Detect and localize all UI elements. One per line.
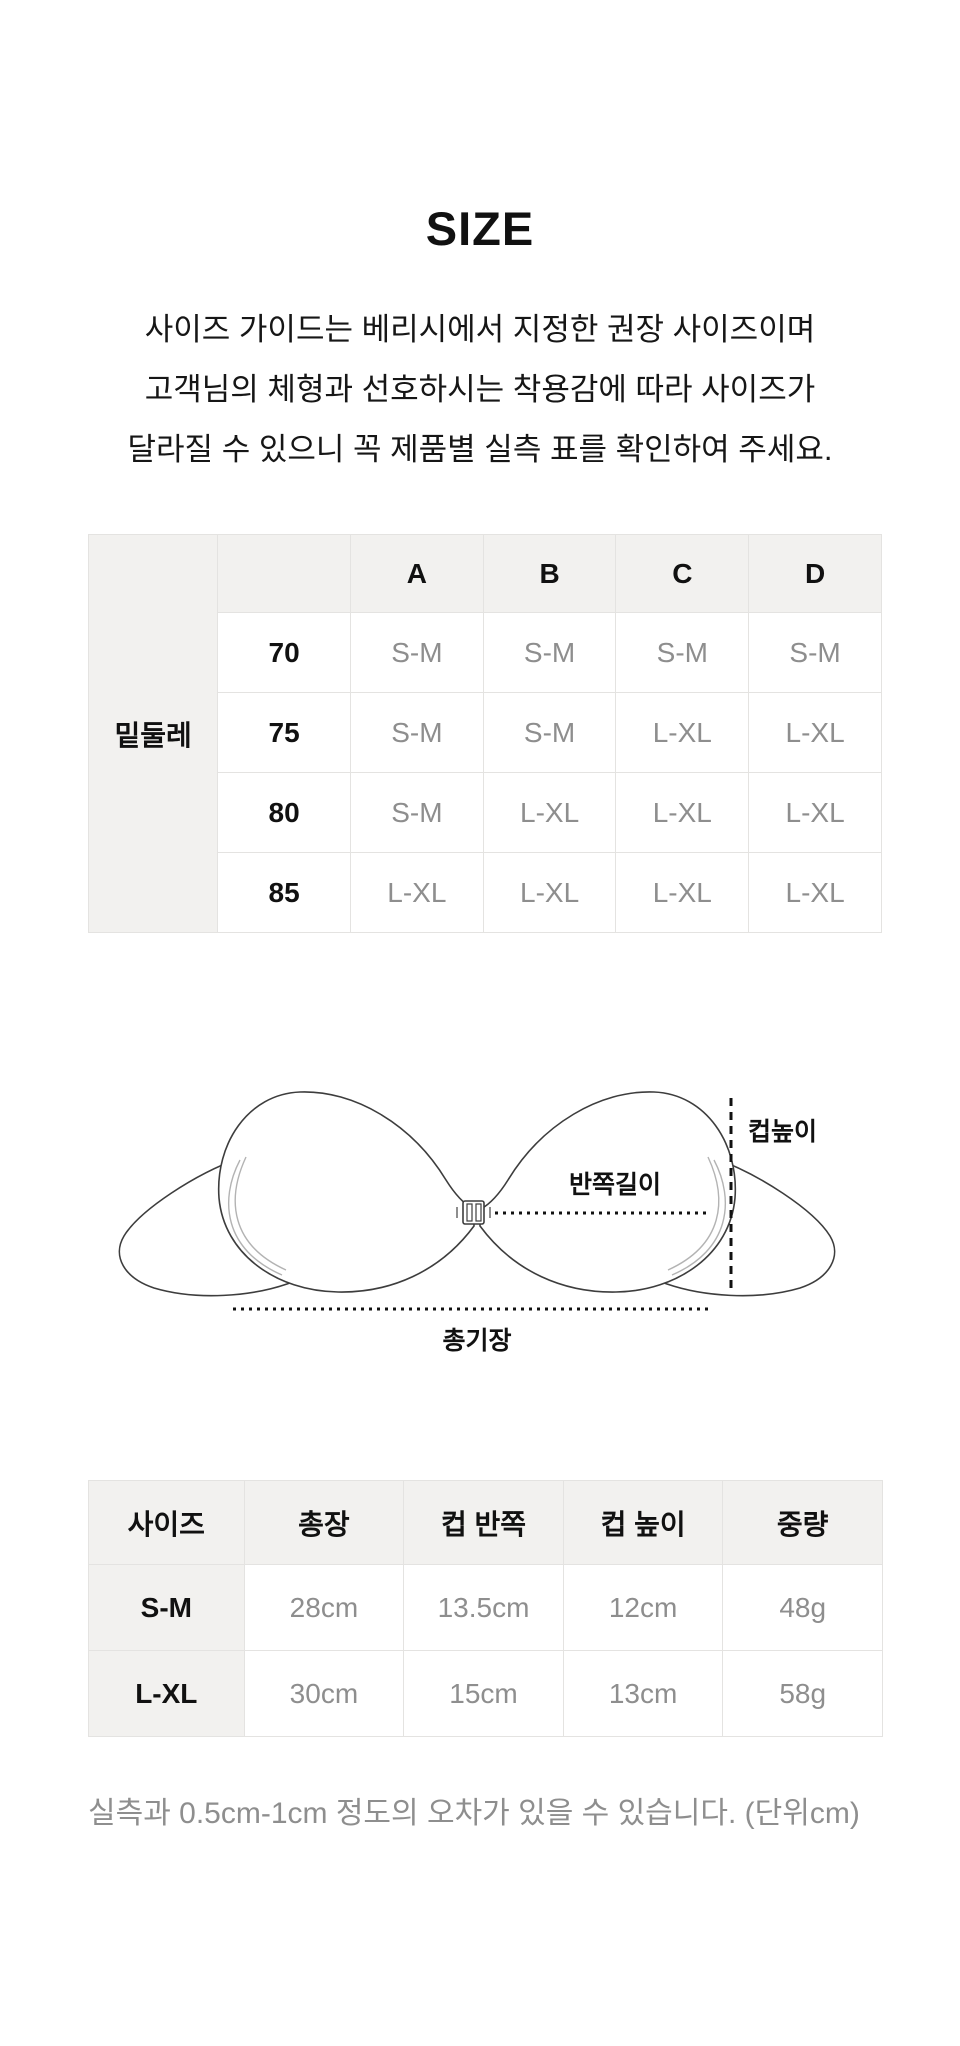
table-header-row: 밑둘레 A B C D (87, 534, 882, 933)
header-cup-half: 컵 반쪽 (403, 1480, 564, 1565)
measurement-cell: 12cm (562, 1564, 724, 1651)
column-header-c: C (615, 534, 750, 613)
size-cell: S-M (482, 612, 617, 693)
band-label: 75 (217, 692, 351, 773)
size-cell: L-XL (349, 852, 484, 933)
cup-size-matrix-table: 밑둘레 A B C D 70 S-M S-M S-M S-M 75 S-M S-… (87, 534, 882, 933)
size-cell: L-XL (615, 772, 750, 853)
corner-cell (217, 534, 351, 613)
size-cell: L-XL (748, 852, 882, 933)
header-total-length: 총장 (243, 1480, 405, 1565)
measurement-spec-table: 사이즈 총장 컵 반쪽 컵 높이 중량 S-M 28cm 13.5cm 12cm… (88, 1480, 883, 1737)
size-cell: S-M (349, 772, 484, 853)
left-cup-seam-line (234, 1156, 287, 1271)
column-header-b: B (482, 534, 617, 613)
band-label: 85 (217, 852, 351, 933)
row-axis-label: 밑둘레 (87, 534, 219, 933)
size-cell: S-M (349, 612, 484, 693)
size-cell: L-XL (482, 852, 617, 933)
column-header-a: A (349, 534, 484, 613)
size-cell: L-XL (748, 772, 882, 853)
size-cell: L-XL (482, 772, 617, 853)
header-cup-height: 컵 높이 (562, 1480, 724, 1565)
table-row: 85 L-XL L-XL L-XL L-XL (89, 852, 882, 933)
column-header-d: D (748, 534, 882, 613)
right-cup-shape (479, 1091, 737, 1293)
size-cell: S-M (748, 612, 882, 693)
table-header-row: 사이즈 총장 컵 반쪽 컵 높이 중량 (88, 1480, 883, 1565)
right-cup-seam-line (671, 1159, 726, 1276)
measurement-cell: 58g (722, 1650, 883, 1737)
right-cup-seam-line (667, 1156, 720, 1271)
description-line: 달라질 수 있으니 꼭 제품별 실측 표를 확인하여 주세요. (127, 432, 833, 467)
page-title: SIZE (425, 202, 535, 255)
measurement-cell: 30cm (243, 1650, 405, 1737)
size-cell: S-M (482, 692, 617, 773)
description-line: 고객님의 체형과 선호하시는 착용감에 따라 사이즈가 (144, 372, 816, 407)
measurement-cell: 28cm (243, 1564, 405, 1651)
front-clasp (456, 1200, 491, 1225)
size-guide-description: 사이즈 가이드는 베리시에서 지정한 권장 사이즈이며 고객님의 체형과 선호하… (0, 300, 960, 480)
measurement-cell: 13cm (562, 1650, 724, 1737)
bra-measurement-diagram: 컵높이 반쪽길이 총기장 (118, 1091, 836, 1355)
half-length-label: 반쪽길이 (569, 1171, 661, 1199)
description-line: 사이즈 가이드는 베리시에서 지정한 권장 사이즈이며 (144, 312, 816, 347)
table-row: 80 S-M L-XL L-XL L-XL (89, 772, 882, 853)
cup-height-label: 컵높이 (748, 1118, 817, 1146)
left-cup-shape (217, 1091, 475, 1293)
size-cell: S-M (615, 612, 750, 693)
header-size: 사이즈 (88, 1480, 245, 1565)
header-weight: 중량 (722, 1480, 883, 1565)
total-length-label: 총기장 (442, 1327, 511, 1355)
table-row: L-XL 30cm 15cm 13cm 58g (88, 1650, 883, 1737)
measurement-tolerance-note: 실측과 0.5cm-1cm 정도의 오차가 있을 수 있습니다. (단위cm) (88, 1797, 860, 1830)
left-cup-seam-line (228, 1159, 283, 1276)
table-row: S-M 28cm 13.5cm 12cm 48g (88, 1564, 883, 1651)
table-row: 75 S-M S-M L-XL L-XL (89, 692, 882, 773)
size-label: L-XL (88, 1650, 245, 1737)
measurement-cell: 15cm (403, 1650, 564, 1737)
size-cell: L-XL (615, 692, 750, 773)
measurement-cell: 13.5cm (403, 1564, 564, 1651)
bra-cups (217, 1091, 737, 1293)
size-label: S-M (88, 1564, 245, 1651)
measurement-cell: 48g (722, 1564, 883, 1651)
size-cell: L-XL (615, 852, 750, 933)
size-cell: S-M (349, 692, 484, 773)
band-label: 70 (217, 612, 351, 693)
band-label: 80 (217, 772, 351, 853)
size-cell: L-XL (748, 692, 882, 773)
